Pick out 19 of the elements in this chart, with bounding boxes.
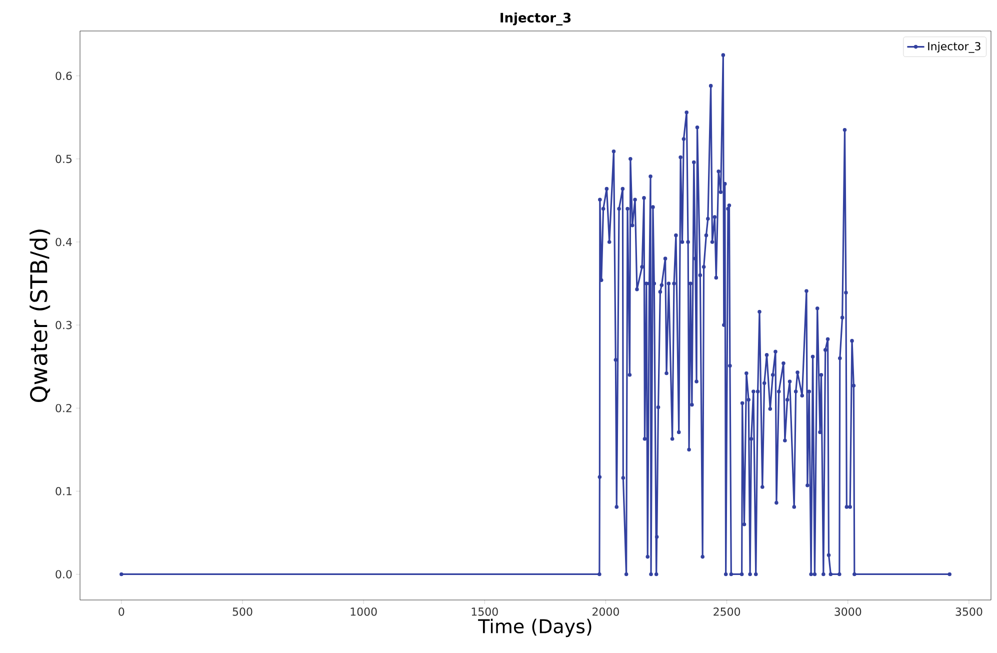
x-axis-title: Time (Days): [478, 618, 592, 638]
y-tick-label: 0.4: [56, 238, 72, 246]
x-tick-label: 3500: [956, 608, 982, 616]
x-tick-label: 1500: [472, 608, 498, 616]
legend-label: Injector_3: [928, 42, 980, 53]
y-tick-label: 0.1: [56, 487, 72, 496]
x-tick-label: 2000: [592, 608, 619, 616]
y-tick-label: 0.6: [56, 72, 72, 80]
chart-title: Injector_3: [500, 12, 571, 26]
x-tick-label: 1000: [350, 608, 377, 616]
y-tick-label: 0.2: [56, 404, 72, 412]
y-axis-title: Qwater (STB/d): [30, 230, 50, 402]
x-tick-label: 500: [232, 608, 252, 616]
x-tick-label: 0: [118, 608, 124, 616]
y-tick-label: 0.5: [56, 154, 72, 164]
y-tick-label: 0.0: [56, 570, 72, 578]
y-tick-label: 0.3: [56, 320, 72, 330]
x-tick-label: 2500: [714, 608, 740, 616]
x-tick-label: 3000: [834, 608, 862, 616]
